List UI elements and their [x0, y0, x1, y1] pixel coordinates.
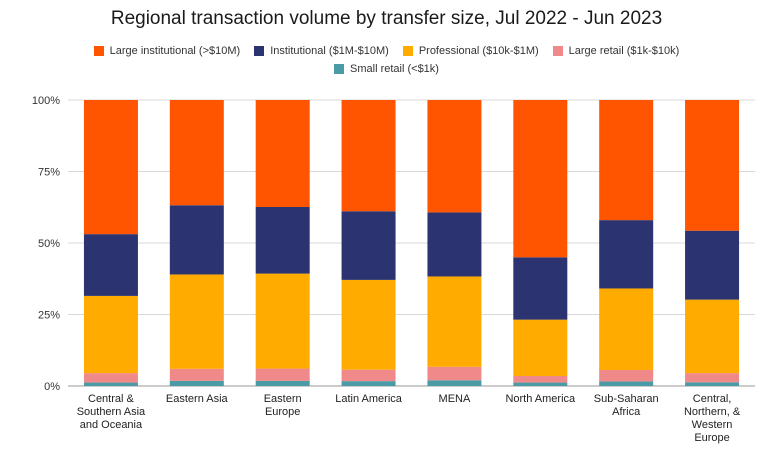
- bar-segment: [341, 279, 396, 370]
- x-tick-label: Sub-Saharan Africa: [594, 393, 659, 418]
- x-tick-label-line: Northern, &: [684, 406, 741, 418]
- x-tick-label-line: Latin America: [335, 393, 403, 405]
- bar-segment: [513, 257, 568, 320]
- bar-segment: [685, 100, 740, 231]
- bar-segment: [685, 382, 740, 386]
- x-tick-label: Eastern Europe: [264, 393, 302, 418]
- x-tick-label: MENA: [439, 393, 471, 405]
- bar-segment: [255, 100, 310, 207]
- x-tick-label-line: North America: [505, 393, 576, 405]
- legend-row-1: Large institutional (>$10M) Institutiona…: [0, 45, 773, 57]
- y-tick-label: 25%: [38, 310, 60, 322]
- bar-segment: [255, 368, 310, 381]
- x-tick-label-line: Central &: [88, 393, 135, 405]
- bar-segment: [83, 295, 138, 374]
- bar-segment: [685, 299, 740, 374]
- x-tick-label-line: Central,: [693, 393, 732, 405]
- x-tick-label-line: MENA: [439, 393, 471, 405]
- legend-swatch: [552, 46, 563, 56]
- bar-segment: [427, 100, 482, 213]
- y-tick-label: 100%: [32, 95, 60, 107]
- x-tick-label-line: Sub-Saharan: [594, 393, 659, 405]
- bar-segment: [255, 273, 310, 369]
- y-tick-label: 75%: [38, 167, 60, 179]
- legend-label: Small retail (<$1k): [350, 63, 439, 75]
- bar-segment: [599, 220, 654, 289]
- legend-label: Large institutional (>$10M): [109, 45, 241, 57]
- x-tick-label-line: Southern Asia: [77, 406, 146, 418]
- x-tick-label: Latin America: [335, 393, 403, 405]
- bar-segment: [599, 381, 654, 386]
- bar-segment: [255, 380, 310, 386]
- x-tick-label-line: Africa: [612, 406, 641, 418]
- x-tick-label: Central & Southern Asia and Oceania: [77, 393, 146, 431]
- legend-row-2: Small retail (<$1k): [0, 63, 773, 75]
- x-tick-label-line: Eastern Asia: [166, 393, 229, 405]
- x-tick-label-line: Eastern: [264, 393, 302, 405]
- bar-segment: [169, 274, 224, 369]
- x-tick-label: Eastern Asia: [166, 393, 229, 405]
- bar-segment: [169, 100, 224, 206]
- legend-item-institutional: Institutional ($1M-$10M): [254, 45, 389, 57]
- bar-segment: [685, 230, 740, 300]
- y-tick-label: 0%: [44, 381, 60, 393]
- bar-segment: [341, 211, 396, 280]
- bar-segment: [427, 276, 482, 367]
- legend-label: Professional ($10k-$1M): [418, 45, 539, 57]
- legend-swatch: [93, 46, 104, 56]
- x-tick-label: Central, Northern, & Western Europe: [684, 393, 741, 444]
- bar-segment: [341, 369, 396, 382]
- legend-item-large-retail: Large retail ($1k-$10k): [552, 45, 680, 57]
- legend-swatch: [254, 46, 265, 56]
- legend-item-large-institutional: Large institutional (>$10M): [93, 45, 241, 57]
- bar-segment: [83, 382, 138, 386]
- bar-segment: [427, 366, 482, 381]
- legend-item-small-retail: Small retail (<$1k): [334, 63, 439, 75]
- chart-title: Regional transaction volume by transfer …: [110, 8, 663, 29]
- bar-segment: [427, 212, 482, 277]
- legend-label: Institutional ($1M-$10M): [270, 45, 389, 57]
- bar-segment: [255, 206, 310, 274]
- bar-segment: [599, 288, 654, 370]
- x-tick-label: North America: [505, 393, 576, 405]
- x-tick-label-line: and Oceania: [80, 419, 143, 431]
- bar-segment: [83, 373, 138, 383]
- bar-segment: [599, 100, 654, 221]
- bar-segment: [169, 380, 224, 386]
- x-tick-label-line: Europe: [265, 406, 300, 418]
- bar-segment: [83, 234, 138, 296]
- bar-segment: [169, 368, 224, 381]
- bar-segment: [341, 381, 396, 386]
- x-tick-label-line: Europe: [694, 432, 729, 444]
- bar-segment: [169, 205, 224, 275]
- bar-segment: [685, 373, 740, 383]
- legend-label: Large retail ($1k-$10k): [568, 45, 680, 57]
- legend-swatch: [334, 64, 345, 74]
- bar-segment: [599, 369, 654, 382]
- legend-item-professional: Professional ($10k-$1M): [402, 45, 539, 57]
- bar-segment: [83, 100, 138, 235]
- legend-swatch: [402, 46, 413, 56]
- bar-segment: [513, 100, 568, 258]
- bar-segment: [513, 319, 568, 376]
- y-tick-label: 50%: [38, 238, 60, 250]
- bar-segment: [513, 382, 568, 386]
- bar-segment: [427, 380, 482, 386]
- bar-segment: [513, 375, 568, 383]
- x-tick-label-line: Western: [692, 419, 733, 431]
- bar-segment: [341, 100, 396, 212]
